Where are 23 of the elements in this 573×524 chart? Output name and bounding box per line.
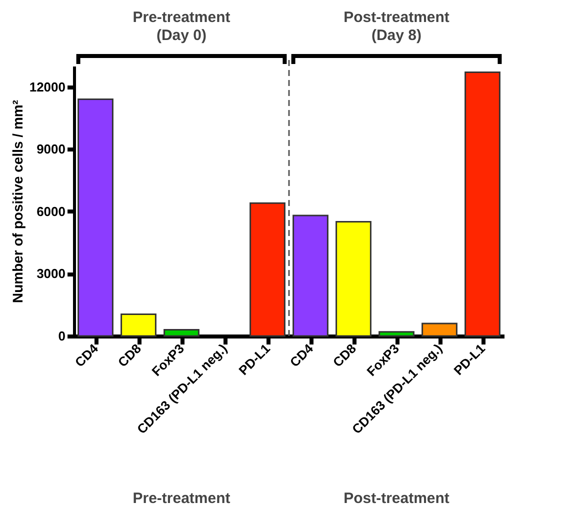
bar (464, 71, 500, 337)
bar (336, 221, 372, 337)
y-tick-label: 12000 (29, 79, 66, 94)
y-tick-label: 9000 (36, 142, 66, 157)
bar (292, 214, 328, 337)
bar (164, 329, 200, 337)
x-tick-label: CD4 (72, 340, 102, 370)
bar (78, 98, 114, 337)
x-tick-label: CD8 (330, 340, 359, 370)
bar (120, 313, 156, 337)
text: Post-treatment (344, 490, 450, 507)
bar (422, 322, 458, 337)
x-tick-label: CD4 (286, 340, 316, 370)
text: Pre-treatment (Day 0) (132, 9, 230, 44)
y-axis-title: Number of positive cells / mm² (9, 100, 26, 304)
bar (250, 202, 286, 337)
x-tick-label: CD8 (114, 340, 144, 370)
y-tick-label: 3000 (36, 266, 66, 282)
y-tick-label: 0 (58, 328, 66, 344)
bar (378, 331, 414, 337)
text: Pre-treatment (132, 490, 230, 507)
y-tick-label: 6000 (36, 204, 66, 219)
text: Post-treatment (Day 8) (344, 9, 450, 44)
